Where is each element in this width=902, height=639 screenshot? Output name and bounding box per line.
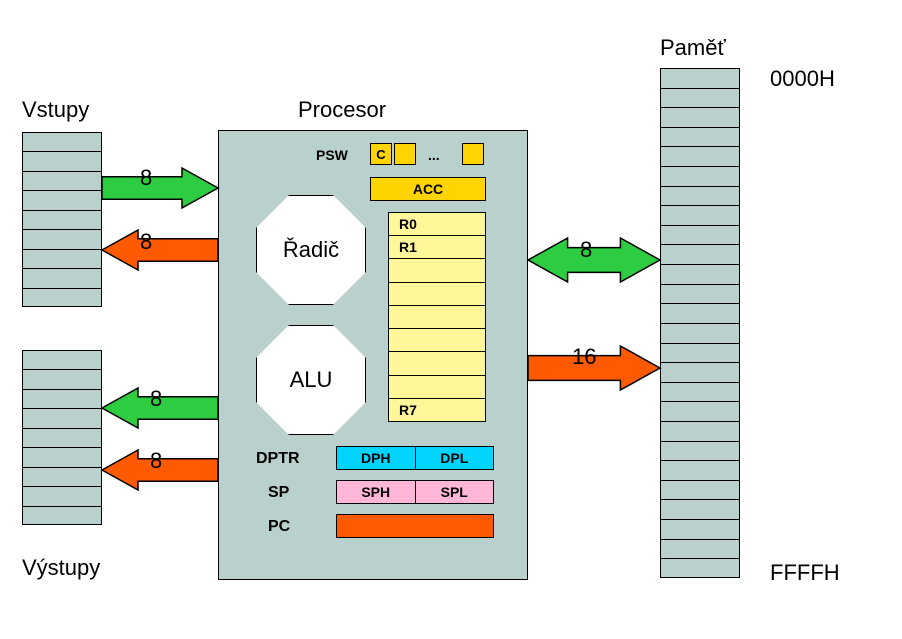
arrow-in-orange-label: 8 [140,229,152,255]
sph-half: SPH [337,481,416,503]
alu-label: ALU [290,367,333,393]
pc-register [336,514,494,538]
register-cell [389,283,485,306]
spl-label: SPL [441,484,468,500]
register-stack: R0R1 R7 [388,212,486,422]
addr-bottom-label: FFFFH [770,560,840,586]
register-cell: R7 [389,399,485,421]
register-cell: R1 [389,236,485,259]
processor-label: Procesor [298,97,386,123]
register-cell [389,259,485,282]
diagram-canvas: Vstupy Procesor Paměť 0000H FFFFH Výstup… [0,0,902,639]
dph-label: DPH [361,450,391,466]
register-cell: R0 [389,213,485,236]
register-cell [389,329,485,352]
register-cell [389,306,485,329]
psw-dots: ... [428,147,440,163]
arrow-in-orange [102,230,218,270]
arrow-out-green-label: 8 [150,386,162,412]
dph-half: DPH [337,447,416,469]
register-cell [389,352,485,375]
spl-half: SPL [416,481,494,503]
arrow-mem-orange-label: 16 [572,344,596,370]
arrow-mem-green [528,238,660,282]
arrow-out-orange-label: 8 [150,448,162,474]
dpl-label: DPL [440,450,468,466]
psw-label: PSW [316,147,348,163]
dpl-half: DPL [416,447,494,469]
register-cell [389,376,485,399]
sp-register: SPH SPL [336,480,494,504]
acc-label: ACC [413,181,443,197]
sp-side-label: SP [268,484,289,502]
radic-octagon: Řadič [256,195,366,305]
memory-label: Paměť [660,35,726,61]
arrow-mem-green-label: 8 [580,237,592,263]
arrow-in-green-label: 8 [140,165,152,191]
radic-label: Řadič [283,237,339,263]
pc-side-label: PC [268,518,290,536]
psw-c-text: C [376,147,385,162]
sph-label: SPH [361,484,390,500]
acc-register: ACC [370,177,486,201]
memory-block [660,68,740,578]
io-block-outputs [22,350,102,525]
addr-top-label: 0000H [770,66,835,92]
psw-box2 [394,143,416,165]
alu-octagon: ALU [256,325,366,435]
arrow-in-green [102,168,218,208]
outputs-label: Výstupy [22,555,100,581]
inputs-label: Vstupy [22,97,89,123]
dptr-register: DPH DPL [336,446,494,470]
dptr-side-label: DPTR [256,450,300,468]
io-block-inputs [22,132,102,307]
psw-c-box: C [370,143,392,165]
psw-box3 [462,143,484,165]
